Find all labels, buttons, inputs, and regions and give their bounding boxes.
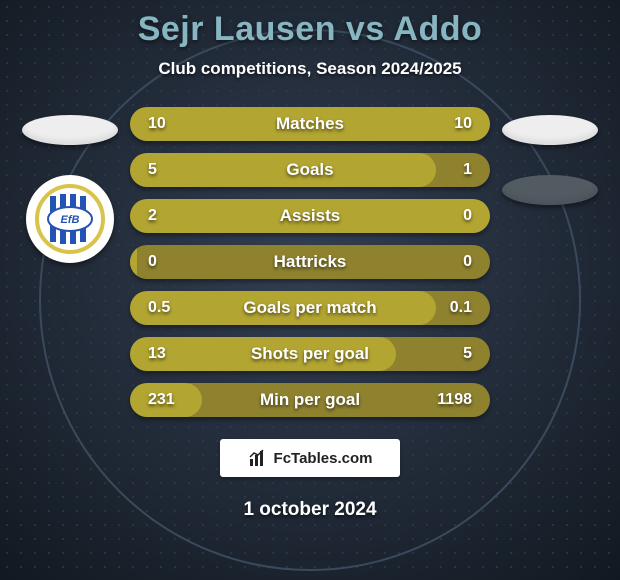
- stat-label: Hattricks: [130, 252, 490, 272]
- stat-bar: 2Assists0: [130, 199, 490, 233]
- left-column: EfB: [10, 107, 130, 263]
- stat-value-right: 0.1: [450, 299, 472, 317]
- content-root: Sejr Lausen vs Addo Club competitions, S…: [0, 0, 620, 580]
- stat-bar: 10Matches10: [130, 107, 490, 141]
- date-text: 1 october 2024: [243, 499, 376, 521]
- club-badge-icon: EfB: [35, 184, 105, 254]
- stat-value-right: 5: [463, 345, 472, 363]
- brand-banner: FcTables.com: [220, 439, 400, 477]
- stat-bar: 231Min per goal1198: [130, 383, 490, 417]
- stat-label: Goals per match: [130, 298, 490, 318]
- stat-value-right: 1198: [437, 391, 472, 409]
- svg-text:EfB: EfB: [61, 214, 80, 226]
- main-row: EfB 10Matches105Goals12Assists00Hattrick…: [0, 107, 620, 417]
- brand-chart-icon: [248, 448, 268, 468]
- player-disc-left: [22, 115, 118, 145]
- stat-label: Goals: [130, 160, 490, 180]
- stat-bar: 13Shots per goal5: [130, 337, 490, 371]
- stats-list: 10Matches105Goals12Assists00Hattricks00.…: [130, 107, 490, 417]
- stat-label: Matches: [130, 114, 490, 134]
- stat-value-right: 1: [463, 161, 472, 179]
- brand-text: FcTables.com: [274, 450, 373, 467]
- page-title: Sejr Lausen vs Addo: [138, 10, 483, 49]
- club-badge-left: EfB: [26, 175, 114, 263]
- stat-value-right: 0: [463, 253, 472, 271]
- stat-label: Assists: [130, 206, 490, 226]
- stat-value-right: 10: [454, 115, 472, 133]
- stat-label: Min per goal: [130, 390, 490, 410]
- right-column: [490, 107, 610, 205]
- stat-bar: 0Hattricks0: [130, 245, 490, 279]
- stat-value-right: 0: [463, 207, 472, 225]
- stat-bar: 5Goals1: [130, 153, 490, 187]
- stat-label: Shots per goal: [130, 344, 490, 364]
- stat-bar: 0.5Goals per match0.1: [130, 291, 490, 325]
- player-disc-right-1: [502, 115, 598, 145]
- page-subtitle: Club competitions, Season 2024/2025: [158, 59, 461, 79]
- player-disc-right-2: [502, 175, 598, 205]
